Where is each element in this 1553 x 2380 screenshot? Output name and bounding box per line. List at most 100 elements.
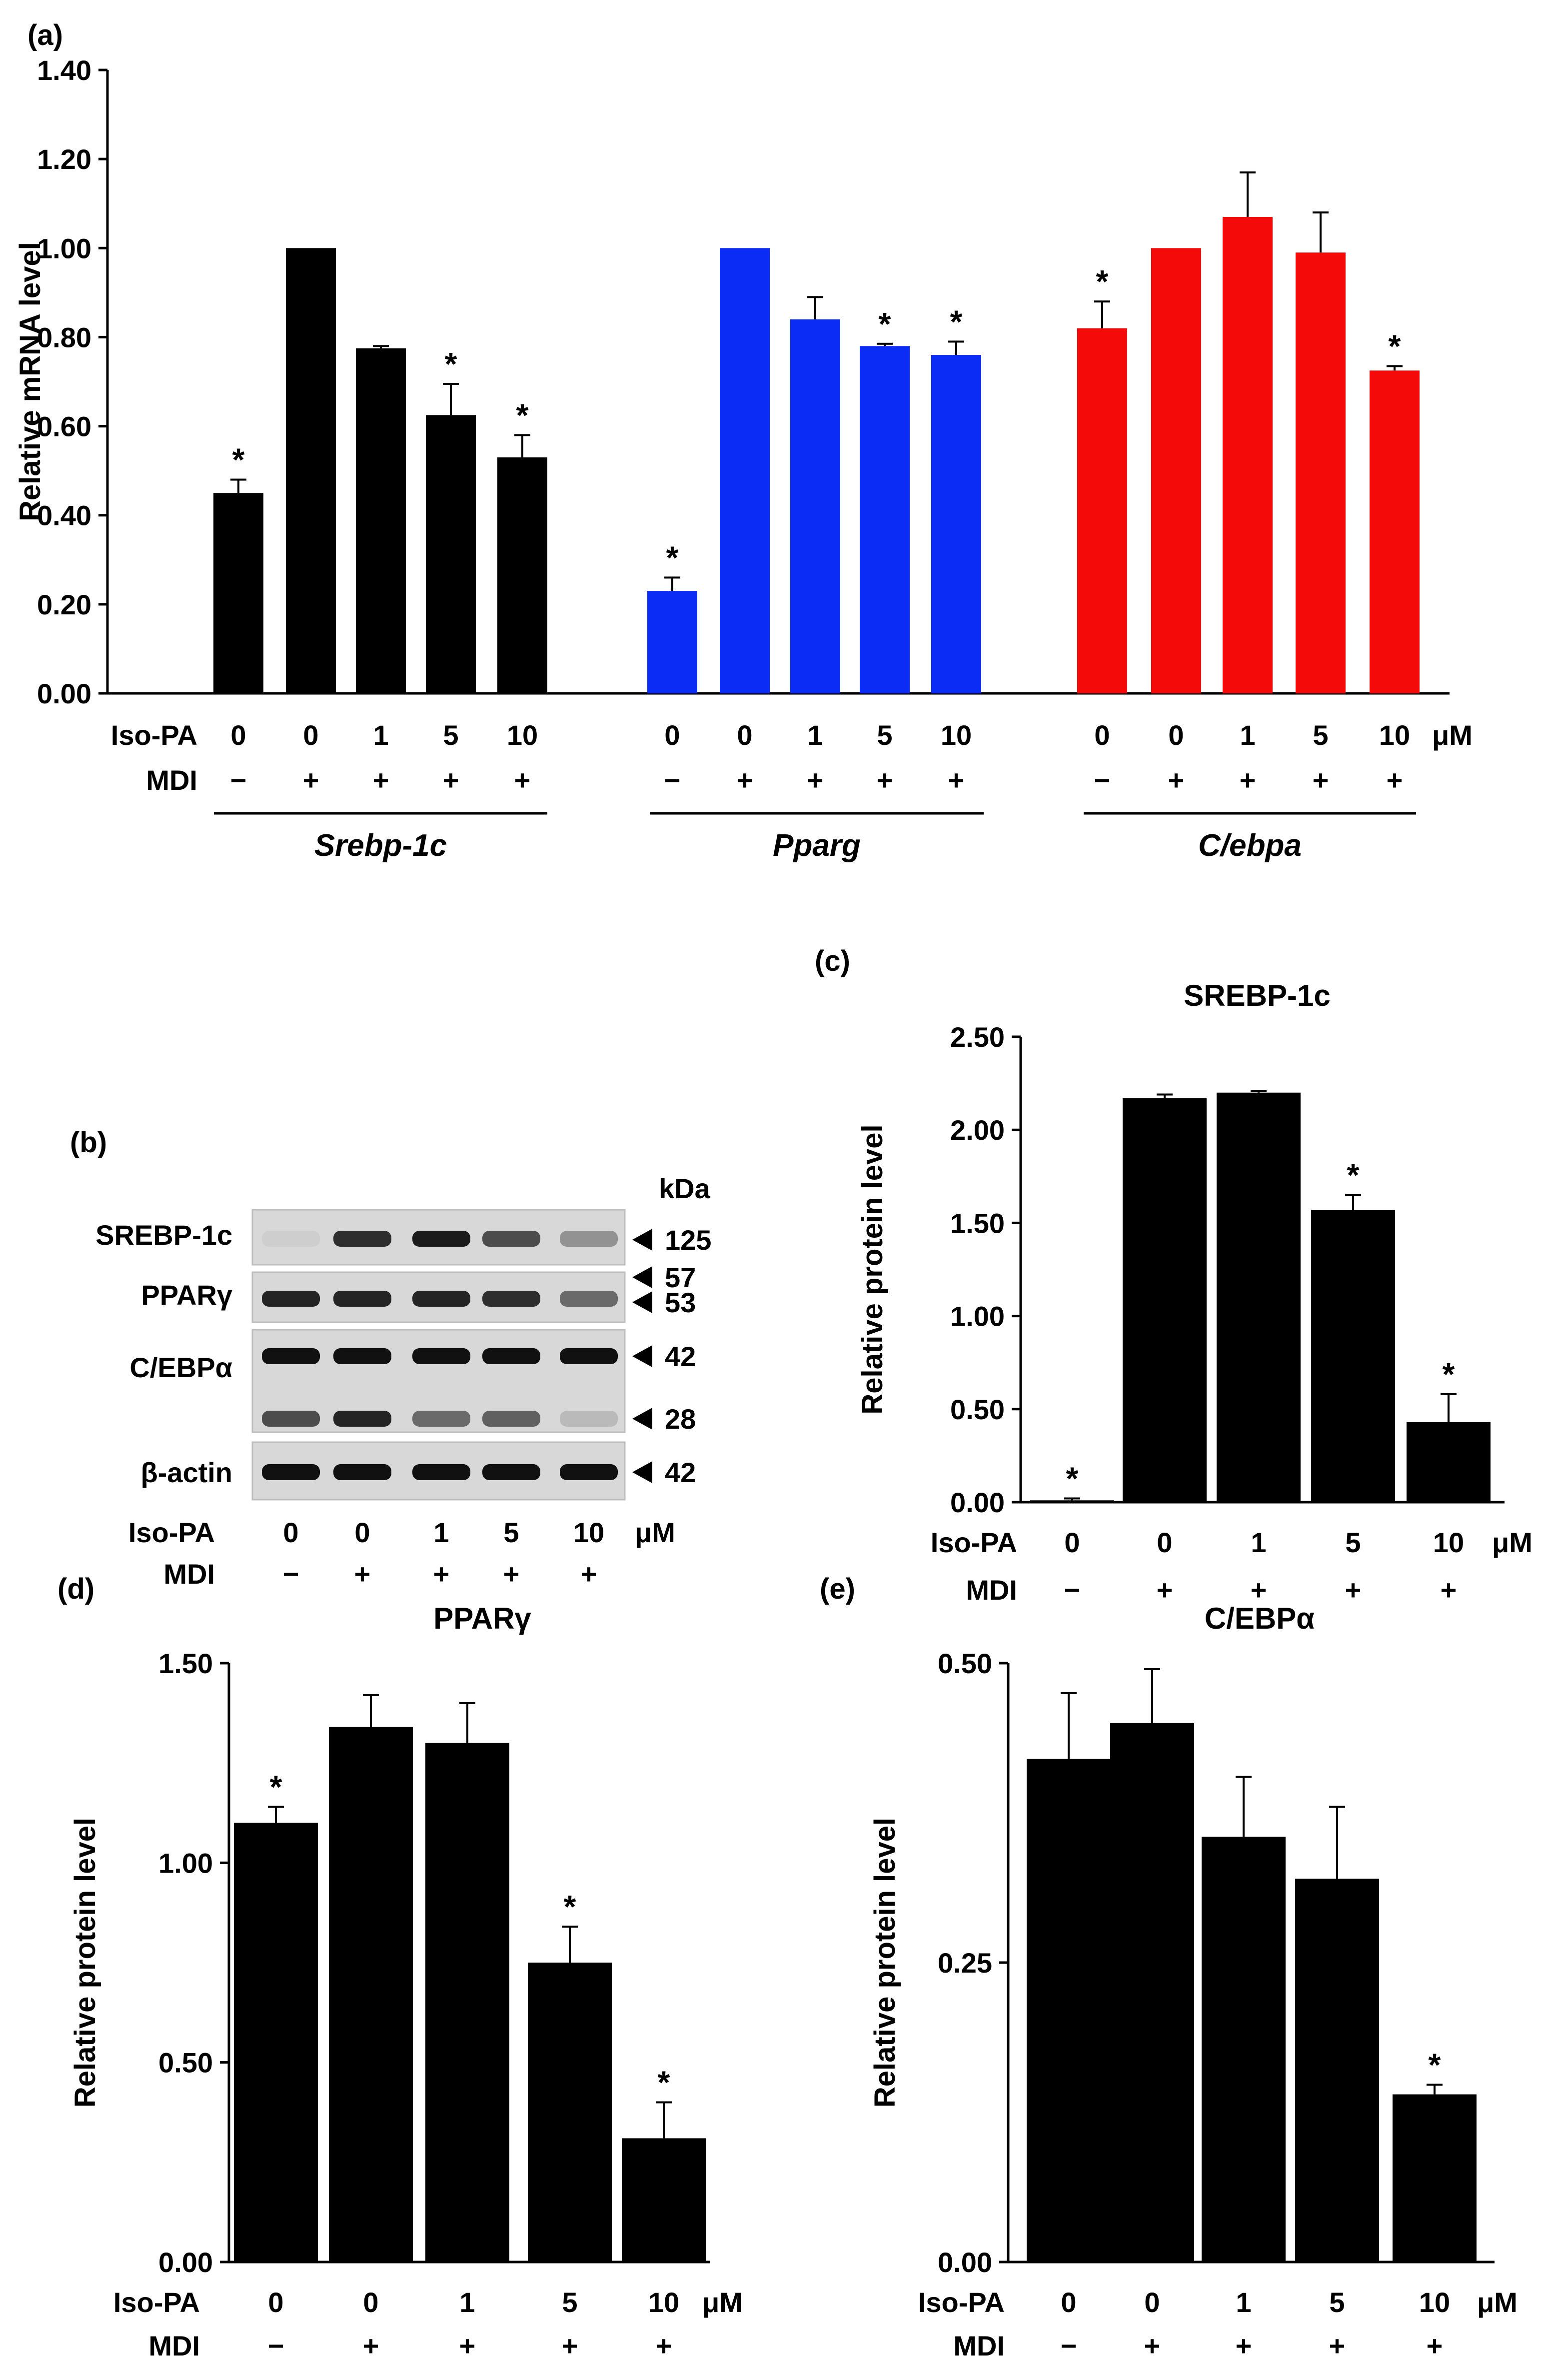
arrowhead-icon (632, 1461, 652, 1483)
y-tick-label: 0.50 (950, 1394, 1005, 1425)
bar (497, 457, 547, 693)
protein-band (560, 1464, 618, 1480)
iso-pa-value: 0 (1144, 2287, 1160, 2318)
protein-band (412, 1464, 470, 1480)
mdi-value: + (303, 764, 319, 796)
protein-band (412, 1291, 470, 1307)
mdi-value: + (1168, 764, 1185, 796)
mdi-value: + (503, 1558, 520, 1590)
bar (234, 1823, 318, 2262)
gene-group-label: Pparg (773, 828, 861, 863)
y-tick-label: 0.00 (938, 2247, 992, 2278)
bar (790, 319, 840, 693)
y-tick-label: 1.00 (37, 232, 91, 264)
iso-pa-label: Iso-PA (128, 1517, 215, 1548)
protein-band (262, 1348, 320, 1364)
iso-pa-value: 10 (573, 1517, 604, 1548)
protein-band (482, 1348, 540, 1364)
bar (1151, 248, 1201, 693)
panel-label: (c) (815, 945, 850, 977)
y-tick-label: 0.60 (37, 411, 91, 442)
significance-asterisk: * (1066, 1461, 1079, 1497)
kda-marker: 57 (665, 1262, 696, 1293)
mdi-value: + (1236, 2330, 1252, 2362)
bar (1110, 1723, 1194, 2262)
iso-pa-value: 5 (562, 2287, 577, 2318)
gene-group-label: C/ebpa (1198, 828, 1302, 863)
chart-title: C/EBPα (1205, 1602, 1315, 1635)
significance-asterisk: * (658, 2065, 670, 2101)
kda-marker: 125 (665, 1224, 711, 1256)
panel-label: (d) (57, 1573, 94, 1605)
mdi-label: MDI (163, 1558, 215, 1590)
bar (1223, 216, 1273, 694)
y-tick-label: 0.00 (158, 2247, 213, 2278)
bar (528, 1963, 612, 2262)
y-axis-title: Relative protein level (856, 1124, 889, 1414)
iso-pa-value: 0 (268, 2287, 283, 2318)
iso-pa-label: Iso-PA (111, 719, 197, 751)
arrowhead-icon (632, 1229, 652, 1251)
panel-d-ppargamma-chart: (d) PPARγ 0.00 0.50 1.00 1.50 Relative protein… (57, 1573, 743, 2362)
y-tick-label: 1.00 (158, 1847, 213, 1879)
chart-title: PPARγ (433, 1602, 531, 1635)
protein-band (333, 1348, 391, 1364)
mdi-label: MDI (966, 1574, 1017, 1606)
mdi-value: + (1345, 1574, 1362, 1606)
blot-row-label: PPARγ (141, 1279, 232, 1311)
mdi-value: − (230, 764, 247, 796)
mdi-value: + (877, 764, 893, 796)
y-tick-label: 0.50 (938, 1648, 992, 1679)
bar (1295, 1879, 1379, 2262)
mdi-value: + (1441, 1574, 1457, 1606)
protein-band (482, 1464, 540, 1480)
iso-pa-value: 10 (941, 719, 972, 751)
bar (622, 2138, 706, 2262)
iso-pa-value: 0 (1168, 719, 1184, 751)
iso-pa-value: 5 (1345, 1527, 1361, 1558)
iso-pa-value: 10 (1433, 1527, 1464, 1558)
kda-label: kDa (659, 1173, 711, 1204)
blot-row-label: C/EBPα (129, 1352, 232, 1383)
significance-asterisk: * (1096, 263, 1109, 299)
protein-band (482, 1291, 540, 1307)
bar (329, 1727, 413, 2262)
iso-pa-value: 1 (373, 719, 388, 751)
kda-marker: 53 (665, 1287, 696, 1318)
unit-label: μM (1432, 719, 1473, 751)
arrowhead-icon (632, 1408, 652, 1430)
mdi-value: + (354, 1558, 371, 1590)
bar (1370, 370, 1420, 693)
significance-asterisk: * (232, 441, 245, 477)
charts-layer: (a) 0.00 0.20 0.40 0.60 0.80 1.00 1.20 1.40 Relat… (14, 19, 1533, 2362)
significance-asterisk: * (270, 1769, 282, 1805)
y-tick-label: 1.50 (950, 1207, 1005, 1239)
bar (426, 415, 476, 693)
y-tick-label: 0.20 (37, 589, 91, 620)
mdi-label: MDI (146, 764, 197, 796)
unit-label: μM (1477, 2287, 1518, 2318)
iso-pa-label: Iso-PA (931, 1527, 1017, 1558)
significance-asterisk: * (1429, 2047, 1441, 2083)
bar (647, 591, 697, 693)
y-tick-label: 0.00 (950, 1487, 1005, 1518)
bar (1202, 1837, 1286, 2262)
iso-pa-value: 5 (1313, 719, 1328, 751)
iso-pa-value: 10 (1379, 719, 1410, 751)
panel-label: (e) (820, 1573, 855, 1605)
iso-pa-value: 1 (1240, 719, 1255, 751)
mdi-value: + (1329, 2330, 1346, 2362)
bar (1217, 1092, 1301, 1502)
iso-pa-value: 0 (303, 719, 318, 751)
y-tick-label: 2.50 (950, 1021, 1005, 1053)
mdi-value: + (1144, 2330, 1161, 2362)
mdi-label: MDI (953, 2330, 1005, 2362)
protein-band (262, 1231, 320, 1247)
iso-pa-value: 1 (433, 1517, 449, 1548)
iso-pa-value: 5 (503, 1517, 519, 1548)
y-axis-title: Relative protein level (869, 1818, 901, 2108)
significance-asterisk: * (445, 346, 457, 382)
panel-a-mrna-chart: (a) 0.00 0.20 0.40 0.60 0.80 1.00 1.20 1.40 Relat… (14, 19, 1473, 863)
